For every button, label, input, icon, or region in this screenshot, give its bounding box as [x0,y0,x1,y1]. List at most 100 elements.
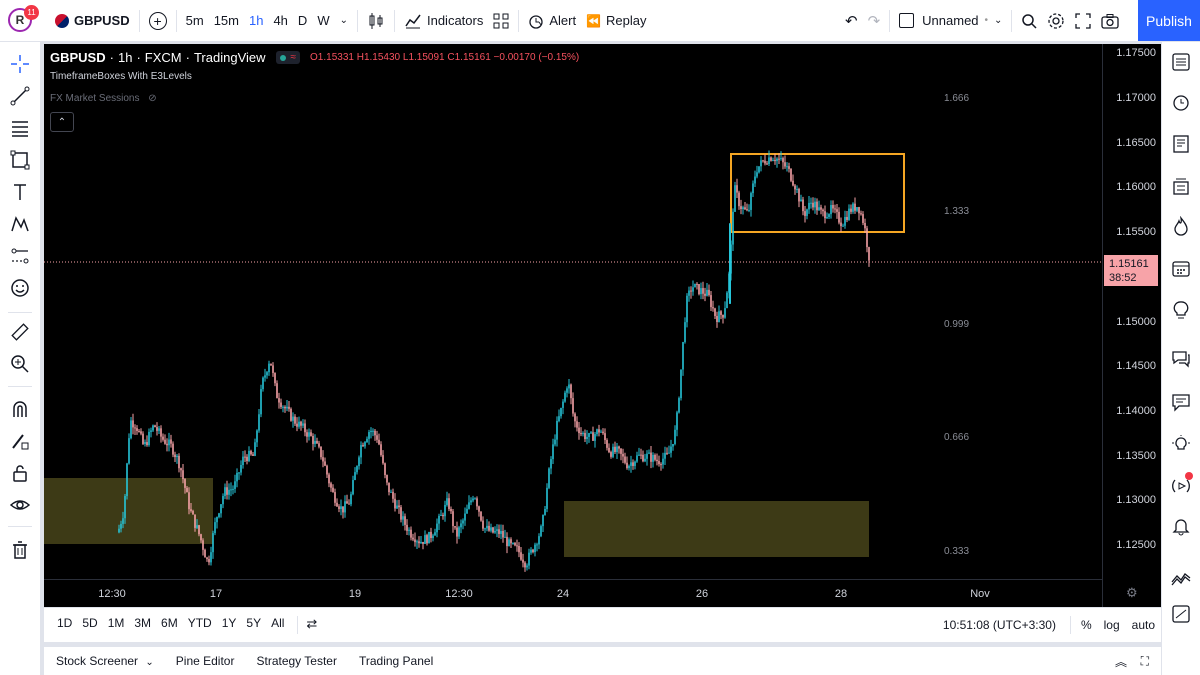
tips-button[interactable] [1169,432,1193,456]
range-6m[interactable]: 6M [161,616,178,630]
clock[interactable]: 10:51:08 (UTC+3:30) [942,618,1056,632]
candle-body [312,435,314,444]
collapse-panel-icon[interactable]: ︽ [1114,654,1127,669]
zoom-tool[interactable] [8,352,32,376]
candle-body [708,289,710,296]
compare-button[interactable]: + [144,0,172,41]
range-1m[interactable]: 1M [107,616,125,630]
symbol-search-button[interactable]: GBPUSD [50,0,135,41]
hotlists-button[interactable] [1169,214,1193,238]
interval-1h[interactable]: 1h [248,13,264,28]
indicator-label-sessions[interactable]: FX Market Sessions ⊘ [50,93,157,104]
range-3m[interactable]: 3M [134,616,152,630]
tab-trading-panel[interactable]: Trading Panel [358,654,434,668]
indicator-label-timeframeboxes[interactable]: TimeframeBoxes With E3Levels [50,71,192,82]
collapse-legend-button[interactable]: ⌃ [50,112,74,132]
product-menu-button[interactable] [1169,602,1193,626]
news-button[interactable] [1169,132,1193,156]
candle-body [500,530,502,534]
trading-button[interactable] [1169,566,1193,590]
watchlist-button[interactable] [1169,50,1193,74]
publish-button[interactable]: Publish [1138,0,1200,41]
log-toggle[interactable]: log [1103,618,1120,632]
indicators-button[interactable]: Indicators [399,0,488,41]
remove-drawings-tool[interactable] [8,538,32,562]
candle-body [470,500,472,503]
interval-4h[interactable]: 4h [273,13,288,28]
range-ytd[interactable]: YTD [187,616,212,630]
icons-tool[interactable] [8,276,32,300]
calendar-button[interactable] [1169,256,1193,280]
candle-body [516,545,518,547]
eye-hidden-icon[interactable]: ⊘ [148,93,157,104]
patterns-tool[interactable] [8,212,32,236]
chart-pane[interactable]: GBPUSD · 1h · FXCM · TradingView ≈ O1.15… [44,44,1161,607]
candle-body [564,392,566,402]
notifications-button[interactable] [1169,514,1193,538]
fib-tool[interactable] [8,116,32,140]
prediction-tool[interactable] [8,244,32,268]
templates-button[interactable] [488,0,514,41]
range-5d[interactable]: 5D [82,616,98,630]
separator [138,9,140,32]
text-tool[interactable] [8,180,32,204]
candle-body [536,544,538,546]
replay-button[interactable]: ⏪ Replay [586,13,647,28]
time-scale[interactable]: 12:30 17 19 12:30 24 26 28 Nov ⚙ [44,579,1138,607]
range-1y[interactable]: 1Y [221,616,237,630]
maximize-panel-icon[interactable]: ⛶ [1140,653,1149,668]
fullscreen-button[interactable] [1070,0,1096,41]
candle-body [838,211,840,223]
percent-toggle[interactable]: % [1080,618,1092,632]
undo-button[interactable]: ↶ [840,0,863,41]
gear-icon[interactable]: ⚙ [1126,585,1138,600]
range-5y[interactable]: 5Y [246,616,262,630]
lock-all-tool[interactable] [8,461,32,485]
snapshot-button[interactable] [1096,0,1124,41]
alerts-button[interactable] [1169,90,1193,114]
data-window-button[interactable] [1169,174,1193,198]
trendline-tool[interactable] [8,84,32,108]
auto-toggle[interactable]: auto [1131,618,1155,632]
range-1d[interactable]: 1D [57,616,73,630]
tab-strategy-tester[interactable]: Strategy Tester [256,654,337,668]
price-scale[interactable]: 1.17500 1.17000 1.16500 1.16000 1.15500 … [1102,44,1161,607]
range-all[interactable]: All [271,616,285,630]
tab-stock-screener[interactable]: Stock Screener ⌄ [56,654,154,668]
interval-w[interactable]: W [317,13,330,28]
interval-dropdown[interactable]: ⌄ [335,0,353,41]
candle-body [606,440,608,448]
candle-body [862,214,864,223]
chart-canvas[interactable] [44,44,1102,579]
ideas-button[interactable] [1169,298,1193,322]
price-tick: 1.14500 [1116,360,1156,372]
alert-button[interactable]: Alert [523,0,581,41]
candle-body [218,513,220,518]
search-button[interactable] [1016,0,1042,41]
candle-body [830,205,832,215]
interval-d[interactable]: D [297,13,308,28]
chart-type-button[interactable] [362,0,390,41]
crosshair-tool[interactable] [8,52,32,76]
messages-button[interactable] [1169,390,1193,414]
interval-5m[interactable]: 5m [185,13,204,28]
candle-body [468,502,470,509]
shapes-tool[interactable] [8,148,32,172]
chats-button[interactable] [1169,346,1193,370]
magnet-tool[interactable] [8,397,32,421]
lock-drawings-tool[interactable] [8,429,32,453]
interval-15m[interactable]: 15m [213,13,239,28]
tab-pine-editor[interactable]: Pine Editor [175,654,235,668]
redo-button[interactable]: ↷ [863,0,886,41]
candle-body [826,217,828,219]
camera-icon [1101,13,1120,29]
candle-body [802,199,804,212]
goto-date-icon[interactable]: ⇄ [306,616,318,631]
layout-selector[interactable]: Unnamed • ⌄ [894,0,1007,41]
measure-tool[interactable] [8,320,32,344]
hide-drawings-tool[interactable] [8,493,32,517]
streams-button[interactable] [1169,472,1193,498]
candle-body [444,504,446,517]
settings-button[interactable] [1042,0,1070,41]
candle-body [868,247,870,261]
